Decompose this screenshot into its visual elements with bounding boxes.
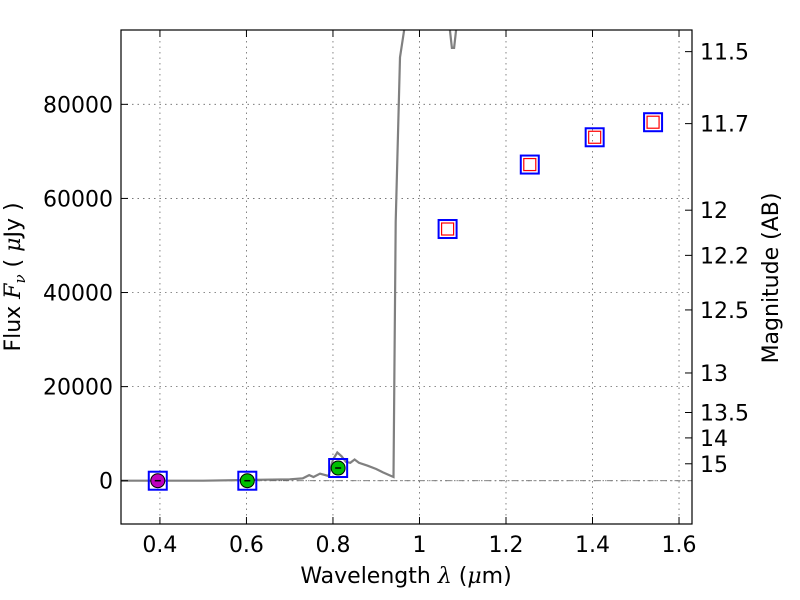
x-tick-label: 0.4: [142, 533, 177, 558]
model-point-square: [237, 470, 258, 491]
x-tick-label: 1.2: [488, 533, 523, 558]
model-point-square: [147, 470, 168, 491]
model-point-square: [328, 458, 349, 479]
grid-layer: [121, 30, 692, 524]
right-tick-label: 12.5: [700, 299, 749, 324]
x-axis-label: Wavelength λ (μm): [300, 564, 511, 589]
right-tick-label: 13.5: [700, 401, 749, 426]
x-tick-label: 0.6: [229, 533, 264, 558]
x-axis: 0.4 0.6 0.8 1 1.2 1.4 1.6: [142, 30, 697, 558]
upper-limit-marker: [588, 130, 602, 144]
model-point-square: [584, 127, 605, 148]
y-axis-left: 0 20000 40000 60000 80000: [43, 93, 128, 495]
right-tick-label: 15: [700, 453, 728, 478]
x-tick-label: 0.8: [315, 533, 350, 558]
model-spectrum-line: [121, 30, 458, 482]
right-tick-label: 11.5: [700, 41, 749, 66]
right-tick-label: 13: [700, 362, 728, 387]
y-axis-label-left: Flux Fν ( μJy ): [1, 202, 29, 351]
model-point-square: [437, 219, 458, 240]
plot-frame: [120, 29, 693, 525]
y-tick-label: 40000: [43, 282, 113, 307]
points-layer: [147, 112, 664, 491]
model-point-square: [519, 154, 540, 175]
y-axis-label-right: Magnitude (AB): [759, 193, 784, 364]
y-tick-label: 60000: [43, 187, 113, 212]
y-tick-label: 80000: [43, 93, 113, 118]
upper-limit-marker: [440, 222, 455, 236]
model-point-square: [643, 112, 664, 133]
x-tick-label: 1.6: [662, 533, 697, 558]
x-tick-label: 1.4: [575, 533, 610, 558]
right-tick-label: 11.7: [700, 113, 749, 138]
right-tick-label: 12: [700, 199, 728, 224]
y-tick-label: 20000: [43, 376, 113, 401]
upper-limit-marker: [646, 115, 660, 129]
upper-limit-marker: [523, 157, 537, 172]
right-tick-label: 14: [700, 427, 728, 452]
right-tick-label: 12.2: [700, 244, 749, 269]
y-tick-label: 0: [99, 470, 113, 495]
x-tick-label: 1: [412, 533, 426, 558]
